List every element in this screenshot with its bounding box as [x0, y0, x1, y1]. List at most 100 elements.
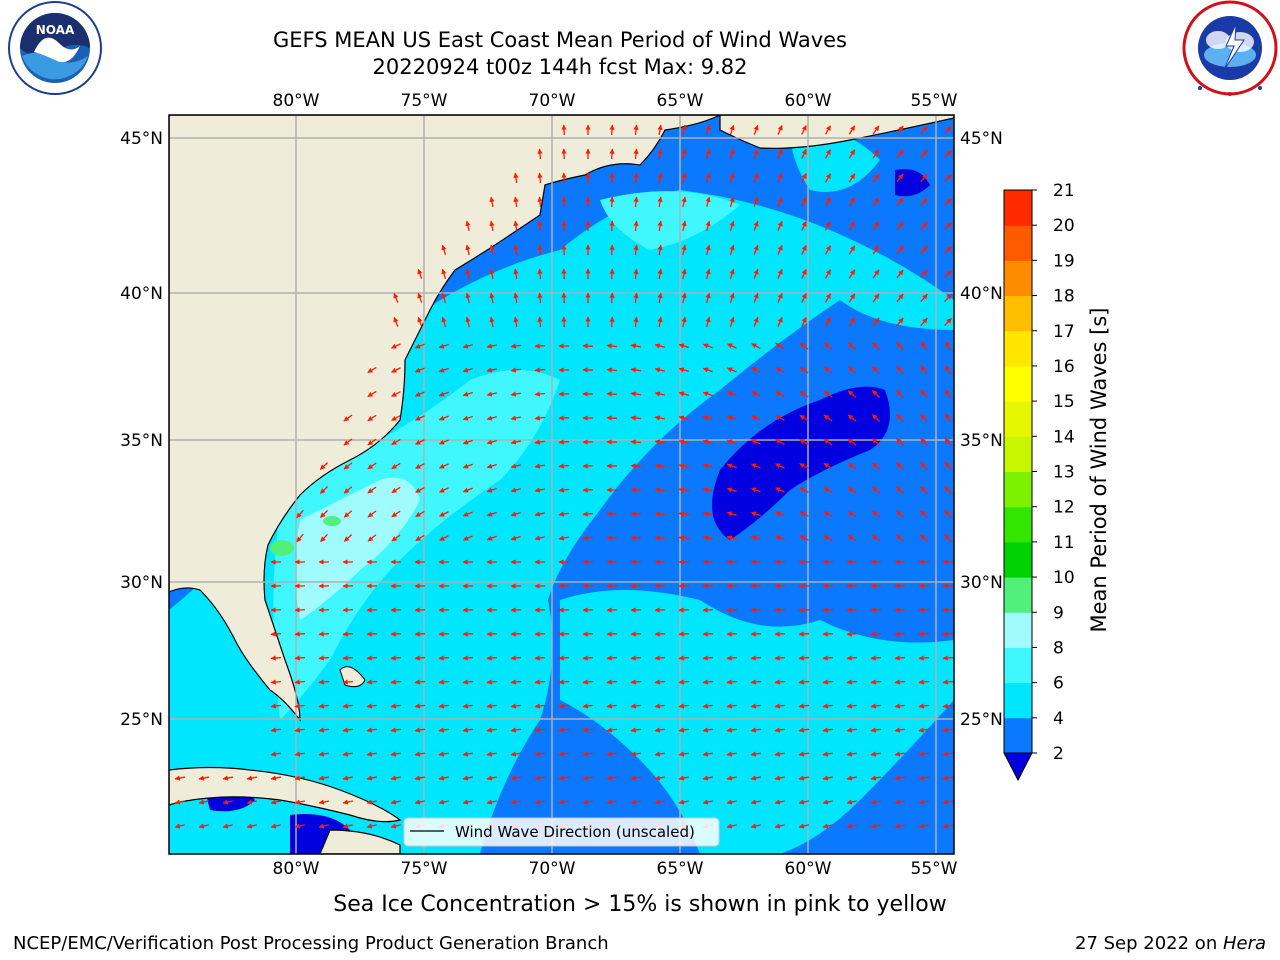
wind-wave-arrow [944, 221, 952, 231]
wind-wave-arrow [654, 463, 666, 469]
wind-wave-arrow [606, 703, 618, 709]
wind-wave-arrow [390, 751, 402, 757]
wind-wave-arrow [342, 823, 354, 829]
wind-wave-arrow [918, 679, 930, 685]
wind-wave-arrow [654, 367, 666, 373]
wind-wave-arrow [702, 535, 714, 541]
wind-wave-arrow [606, 415, 618, 421]
wind-wave-arrow [630, 679, 642, 685]
wind-wave-arrow [750, 439, 761, 445]
wind-wave-arrow [630, 727, 642, 733]
legend-label: Wind Wave Direction (unscaled) [455, 823, 695, 841]
wind-wave-arrow [753, 124, 759, 135]
wind-wave-arrow [606, 799, 618, 805]
wind-wave-arrow [462, 343, 474, 349]
wind-wave-arrow [414, 703, 426, 709]
lon-label-bottom: 65°W [657, 859, 704, 879]
wind-wave-arrow [753, 268, 759, 279]
wind-wave-arrow [462, 679, 474, 685]
wind-wave-arrow [944, 509, 952, 519]
wind-wave-arrow [318, 775, 330, 781]
wind-wave-arrow [366, 727, 378, 733]
wind-wave-arrow [558, 703, 570, 709]
wind-wave-arrow [702, 679, 714, 685]
wind-wave-arrow [582, 799, 594, 805]
wind-wave-arrow [534, 439, 546, 445]
contour-6-8s-coastal [273, 370, 560, 720]
wind-wave-arrow [681, 196, 687, 208]
wind-wave-arrow [944, 533, 952, 543]
wind-wave-arrow [726, 463, 737, 469]
wind-wave-arrow [513, 244, 519, 256]
wind-wave-arrow [750, 751, 762, 757]
wind-wave-arrow [296, 533, 304, 543]
wind-wave-arrow [438, 367, 449, 373]
lon-label-top: 75°W [401, 91, 448, 111]
wind-wave-arrow [558, 727, 570, 733]
wind-wave-arrow [510, 463, 522, 469]
wind-wave-arrow [630, 799, 642, 805]
wind-wave-arrow [534, 727, 546, 733]
wind-wave-arrow [270, 631, 282, 637]
wind-wave-arrow [678, 343, 689, 349]
wind-wave-arrow [390, 727, 402, 733]
lon-label-top: 60°W [785, 91, 832, 111]
wind-wave-arrow [678, 655, 690, 661]
wind-wave-arrow [558, 415, 570, 421]
wind-wave-arrow [775, 415, 785, 421]
wind-wave-arrow [513, 196, 519, 208]
contour-8-9s [295, 477, 420, 620]
wind-wave-arrow [777, 172, 783, 183]
wind-wave-arrow [654, 799, 666, 805]
colorbar-swatch [1004, 577, 1032, 613]
lat-label-right: 35°N [960, 431, 1003, 451]
wind-wave-arrow [633, 292, 639, 304]
wind-wave-arrow [558, 775, 570, 781]
wind-wave-arrow [896, 149, 904, 159]
wind-wave-arrow [441, 268, 447, 279]
wind-wave-arrow [871, 414, 881, 422]
wind-wave-arrow [318, 631, 330, 637]
wind-wave-arrow [824, 221, 832, 231]
wind-wave-arrow [726, 535, 737, 541]
wind-wave-arrow [920, 485, 928, 495]
wind-wave-arrow [798, 775, 810, 781]
wind-wave-arrow [726, 343, 737, 349]
wind-wave-arrow [848, 317, 856, 327]
wind-wave-arrow [438, 439, 449, 445]
wind-wave-arrow [726, 751, 738, 757]
wind-wave-arrow [777, 316, 783, 327]
wind-wave-arrow [582, 535, 594, 541]
wind-wave-arrow [438, 799, 450, 805]
wind-wave-arrow [654, 415, 666, 421]
colorbar-tick-label: 8 [1053, 638, 1064, 658]
wind-wave-arrow [582, 751, 594, 757]
wind-wave-arrow [465, 316, 471, 328]
wind-wave-arrow [750, 799, 762, 805]
wind-wave-arrow [798, 679, 810, 685]
map-area [169, 115, 954, 854]
wind-wave-arrow [657, 316, 663, 328]
wind-wave-arrow [920, 413, 928, 423]
wind-wave-arrow [391, 534, 401, 542]
wind-wave-arrow [414, 655, 426, 661]
wind-wave-arrow [270, 775, 282, 781]
wind-wave-arrow [654, 775, 666, 781]
wind-wave-arrow [705, 244, 711, 255]
wind-wave-arrow [343, 510, 353, 518]
wind-wave-arrow [654, 631, 666, 637]
map-title: GEFS MEAN US East Coast Mean Period of W… [273, 28, 847, 52]
wind-wave-arrow [270, 703, 282, 709]
wind-wave-arrow [630, 391, 642, 397]
wind-wave-arrow [824, 173, 832, 183]
wind-wave-arrow [846, 655, 858, 661]
wind-wave-arrow [609, 244, 615, 256]
wind-wave-arrow [823, 390, 833, 398]
wind-wave-arrow [367, 390, 377, 398]
wind-wave-arrow [367, 366, 377, 374]
wind-wave-arrow [558, 463, 570, 469]
contour-below-2s-north [895, 169, 930, 197]
wind-wave-arrow [678, 751, 690, 757]
wind-wave-arrow [439, 487, 449, 493]
wind-wave-arrow [657, 196, 663, 208]
